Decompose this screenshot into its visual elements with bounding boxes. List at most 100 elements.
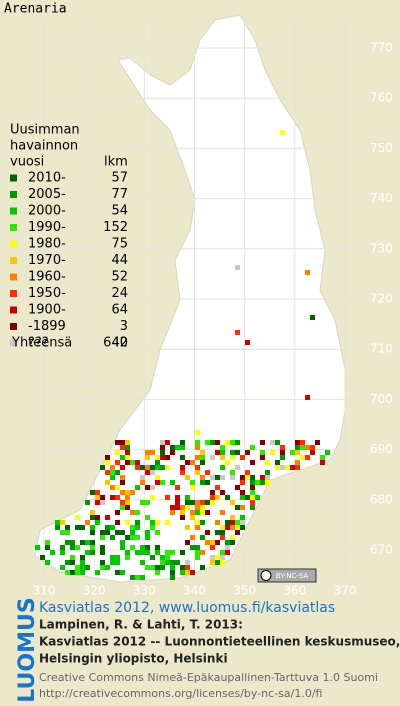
cell xyxy=(80,565,85,570)
cell xyxy=(190,480,195,485)
cell xyxy=(230,515,235,520)
cell xyxy=(115,470,120,475)
cell xyxy=(110,465,115,470)
cell xyxy=(145,550,150,555)
cell xyxy=(145,530,150,535)
cell xyxy=(190,485,195,490)
cell xyxy=(140,475,145,480)
cell xyxy=(140,500,145,505)
cell xyxy=(80,560,85,565)
cell xyxy=(175,495,180,500)
cell xyxy=(295,440,300,445)
cell xyxy=(195,465,200,470)
cell xyxy=(135,460,140,465)
cell xyxy=(235,450,240,455)
cell xyxy=(100,550,105,555)
cell xyxy=(170,575,175,580)
cell xyxy=(240,495,245,500)
legend-label: 1960- xyxy=(28,270,66,285)
cell xyxy=(150,450,155,455)
cell xyxy=(175,505,180,510)
cell xyxy=(120,455,125,460)
cell xyxy=(105,455,110,460)
legend-count: 40 xyxy=(111,336,128,351)
cell xyxy=(250,485,255,490)
cell xyxy=(205,500,210,505)
cell xyxy=(215,560,220,565)
cell xyxy=(45,545,50,550)
cell xyxy=(210,500,215,505)
cell xyxy=(150,555,155,560)
cell xyxy=(150,495,155,500)
cell xyxy=(290,450,295,455)
cell xyxy=(190,545,195,550)
cell xyxy=(115,495,120,500)
cell xyxy=(180,510,185,515)
cell xyxy=(135,525,140,530)
cell xyxy=(200,550,205,555)
cell xyxy=(200,510,205,515)
cell xyxy=(325,450,330,455)
east-label: 350 xyxy=(233,584,256,598)
cell xyxy=(245,450,250,455)
badge-box xyxy=(257,568,317,583)
cell xyxy=(280,465,285,470)
cell xyxy=(210,440,215,445)
footer-link: Kasviatlas 2012, www.luomus.fi/kasviatla… xyxy=(39,600,335,616)
cell xyxy=(155,465,160,470)
cell xyxy=(265,475,270,480)
legend-count-heading: lkm xyxy=(104,155,128,170)
cell xyxy=(250,500,255,505)
cell xyxy=(90,525,95,530)
cell xyxy=(165,560,170,565)
north-label: 690 xyxy=(370,442,393,456)
cell xyxy=(295,460,300,465)
cell xyxy=(245,495,250,500)
cell xyxy=(250,495,255,500)
cell xyxy=(320,455,325,460)
cell xyxy=(100,560,105,565)
cell xyxy=(185,495,190,500)
cell xyxy=(120,505,125,510)
cell xyxy=(185,525,190,530)
legend-label: 1900- xyxy=(28,303,66,318)
cell xyxy=(115,555,120,560)
cell xyxy=(210,545,215,550)
cell xyxy=(215,475,220,480)
cell xyxy=(120,440,125,445)
cell xyxy=(105,460,110,465)
cell xyxy=(90,545,95,550)
cell xyxy=(145,545,150,550)
cell xyxy=(255,480,260,485)
cell xyxy=(145,485,150,490)
cell xyxy=(170,565,175,570)
license-text: Creative Commons Nimeä-Epäkaupallinen-Ta… xyxy=(39,671,378,684)
legend-swatch xyxy=(10,174,17,182)
cell xyxy=(125,555,130,560)
cell xyxy=(250,460,255,465)
cell xyxy=(245,475,250,480)
cell xyxy=(225,540,230,545)
cell xyxy=(110,560,115,565)
cell xyxy=(125,445,130,450)
cell xyxy=(75,565,80,570)
legend-label: 2010- xyxy=(28,171,66,186)
cell xyxy=(200,565,205,570)
cell xyxy=(105,515,110,520)
east-label: 310 xyxy=(33,584,56,598)
cell xyxy=(235,440,240,445)
cell xyxy=(180,570,185,575)
legend-count: 152 xyxy=(103,220,128,235)
cell xyxy=(240,505,245,510)
cell xyxy=(45,560,50,565)
cell xyxy=(215,520,220,525)
cell xyxy=(195,445,200,450)
cell xyxy=(110,475,115,480)
cell xyxy=(200,500,205,505)
cell xyxy=(65,540,70,545)
cell xyxy=(220,475,225,480)
cell xyxy=(220,465,225,470)
cell xyxy=(120,530,125,535)
cell xyxy=(115,570,120,575)
cell xyxy=(100,500,105,505)
